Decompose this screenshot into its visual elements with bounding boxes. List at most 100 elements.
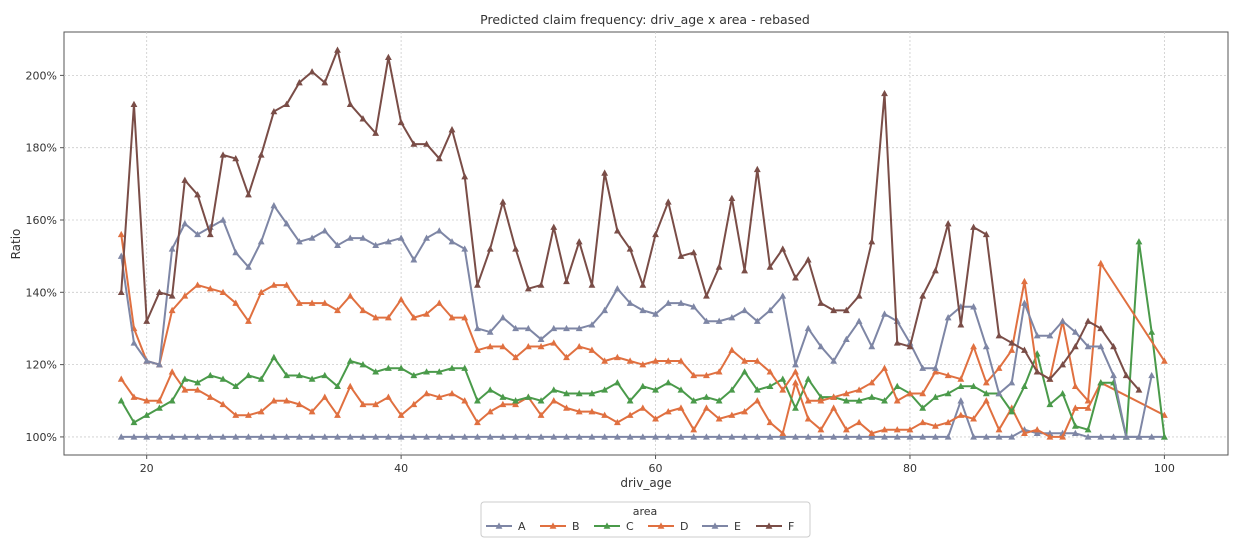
data-point: [181, 292, 189, 299]
data-point: [384, 53, 392, 61]
data-point: [143, 433, 151, 440]
data-point: [1059, 317, 1067, 324]
data-point: [295, 238, 303, 245]
data-point: [257, 375, 265, 382]
legend: area A B C D E F: [480, 501, 811, 538]
data-point: [245, 371, 252, 379]
data-point: [817, 433, 825, 440]
data-point: [690, 371, 698, 379]
data-point: [1071, 382, 1079, 390]
data-point: [588, 346, 596, 353]
series-F: [117, 46, 1143, 393]
data-point: [499, 400, 507, 408]
data-point: [359, 400, 367, 408]
data-point: [1097, 342, 1105, 350]
data-point: [410, 256, 418, 263]
data-point: [423, 389, 430, 397]
data-point: [384, 314, 392, 321]
data-point: [232, 433, 240, 440]
data-point: [639, 382, 647, 390]
data-point: [1135, 238, 1143, 245]
data-point: [130, 433, 138, 440]
data-point: [970, 303, 977, 310]
data-point: [499, 433, 507, 440]
data-point: [168, 433, 176, 440]
data-point: [842, 335, 850, 343]
data-point: [117, 433, 125, 440]
data-point: [435, 393, 443, 400]
data-point: [563, 353, 570, 361]
data-point: [257, 151, 265, 158]
data-point: [1084, 426, 1092, 433]
data-point: [295, 433, 303, 440]
data-point: [410, 140, 418, 147]
data-point: [130, 418, 138, 426]
data-point: [346, 382, 354, 390]
data-point: [842, 389, 850, 397]
data-point: [868, 379, 876, 386]
data-point: [868, 238, 876, 245]
y-tick-label: 200%: [26, 69, 57, 82]
data-point: [652, 433, 659, 440]
data-point: [550, 223, 558, 230]
y-tick-label: 180%: [26, 142, 57, 155]
data-point: [359, 306, 367, 314]
legend-item-A: A: [486, 520, 526, 533]
data-point: [931, 422, 939, 429]
data-point: [334, 306, 341, 314]
data-point: [613, 433, 621, 440]
data-point: [1021, 382, 1028, 390]
data-point: [677, 357, 685, 364]
data-point: [372, 400, 380, 408]
data-point: [601, 433, 609, 440]
data-point: [321, 299, 329, 306]
data-point: [334, 411, 341, 418]
data-point: [626, 357, 634, 364]
data-point: [753, 357, 761, 364]
data-point: [613, 353, 621, 361]
data-point: [906, 426, 914, 433]
data-point: [448, 314, 456, 321]
data-point: [855, 433, 863, 440]
data-point: [741, 433, 749, 440]
data-point: [181, 375, 189, 382]
data-point: [906, 389, 914, 397]
data-point: [792, 379, 799, 386]
data-point: [1021, 277, 1028, 285]
data-point: [804, 397, 812, 404]
data-point: [384, 433, 392, 440]
legend-item-F: F: [756, 520, 794, 533]
data-point: [842, 306, 850, 314]
data-point: [461, 433, 469, 440]
data-point: [931, 433, 939, 440]
data-point: [626, 397, 634, 404]
data-point: [753, 433, 761, 440]
data-point: [1059, 361, 1067, 368]
data-point: [957, 375, 965, 382]
data-point: [461, 245, 469, 252]
data-point: [257, 238, 265, 245]
data-point: [868, 342, 876, 350]
data-point: [563, 404, 570, 411]
data-point: [486, 342, 494, 350]
legend-label: E: [734, 520, 741, 533]
data-point: [1084, 317, 1092, 324]
data-point: [881, 364, 888, 371]
data-point: [1148, 433, 1156, 440]
legend-label: C: [626, 520, 634, 533]
data-point: [613, 285, 621, 292]
data-point: [1046, 429, 1054, 437]
data-point: [423, 234, 430, 241]
data-point: [524, 342, 532, 350]
data-point: [1033, 426, 1041, 433]
data-point: [359, 433, 367, 440]
data-point: [550, 339, 558, 346]
data-point: [944, 371, 952, 379]
data-point: [728, 433, 736, 440]
data-point: [512, 433, 520, 440]
grid-layer: [64, 32, 1228, 455]
data-point: [410, 433, 418, 440]
data-point: [830, 357, 838, 364]
data-point: [1059, 433, 1067, 440]
